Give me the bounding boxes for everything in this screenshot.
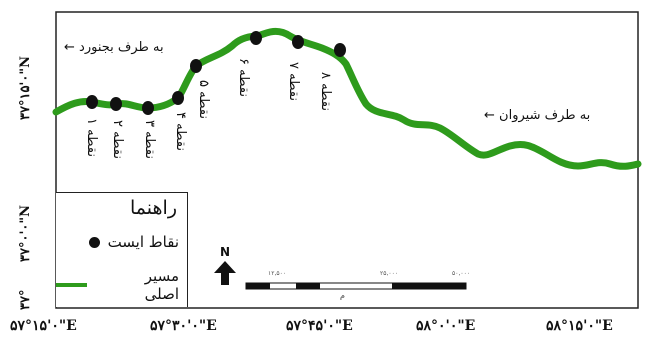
direction-shirvan-label: به طرف شیروان ← <box>484 108 591 123</box>
map-legend: راهنما نقاط ایست مسیر اصلی <box>56 192 188 307</box>
legend-title: راهنما <box>130 197 177 219</box>
stop-marker-6 <box>250 31 262 45</box>
north-letter: N <box>219 245 231 259</box>
latitude-label-1: ۳۷°۱۵'۰"N <box>18 55 33 120</box>
stop-marker-4 <box>172 91 184 105</box>
stop-marker-2 <box>110 97 122 111</box>
stop-marker-5 <box>190 59 202 73</box>
north-arrow: N <box>210 245 240 287</box>
station-label-5: نقطه ۵ <box>196 80 211 119</box>
station-label-6: نقطه ۶ <box>236 58 251 97</box>
stop-dot-icon <box>88 236 100 248</box>
longitude-label-1: ۵۷°۱۵'۰"E <box>10 318 77 334</box>
station-label-3: نقطه ۳ <box>142 120 157 159</box>
latitude-label-2: ۳۷°۰'۰"N <box>18 204 33 262</box>
legend-row-stops: نقاط ایست <box>88 233 179 251</box>
direction-bojnurd-label: به طرف بجنورد ← <box>64 40 164 55</box>
stop-marker-8 <box>334 43 346 57</box>
station-label-2: نقطه ۲ <box>110 120 125 159</box>
station-label-1: نقطه ۱ <box>84 118 99 157</box>
longitude-label-3: ۵۷°۴۵'۰"E <box>286 318 353 334</box>
longitude-label-2: ۵۷°۳۰'۰"E <box>150 318 217 334</box>
station-label-4: نقطه ۴ <box>173 112 188 151</box>
scale-tick-1: ۱۲,۵۰۰ <box>268 270 287 277</box>
legend-route-label: مسیر اصلی <box>144 267 179 303</box>
stop-points <box>86 31 346 115</box>
map-frame <box>55 11 639 309</box>
scale-bar <box>245 282 467 290</box>
latitude-label-3: ۳۷° <box>18 289 33 310</box>
stop-marker-7 <box>292 35 304 49</box>
north-arrow-stem <box>221 273 229 285</box>
legend-stops-label: نقاط ایست <box>107 233 179 251</box>
scale-tick-2: ۲۵,۰۰۰ <box>380 270 399 277</box>
north-arrow-icon <box>214 261 236 273</box>
legend-row-route: مسیر اصلی <box>56 267 179 303</box>
station-label-8: نقطه ۸ <box>318 72 333 111</box>
longitude-label-5: ۵۸°۱۵'۰"E <box>546 318 613 334</box>
station-label-7: نقطه ۷ <box>286 62 301 101</box>
stop-marker-1 <box>86 95 98 109</box>
scale-tick-3: ۵۰,۰۰۰ <box>452 270 471 277</box>
longitude-label-4: ۵۸°۰'۰"E <box>416 318 476 334</box>
stop-marker-3 <box>142 101 154 115</box>
scale-unit: م <box>340 291 345 300</box>
route-line-icon <box>56 283 87 287</box>
